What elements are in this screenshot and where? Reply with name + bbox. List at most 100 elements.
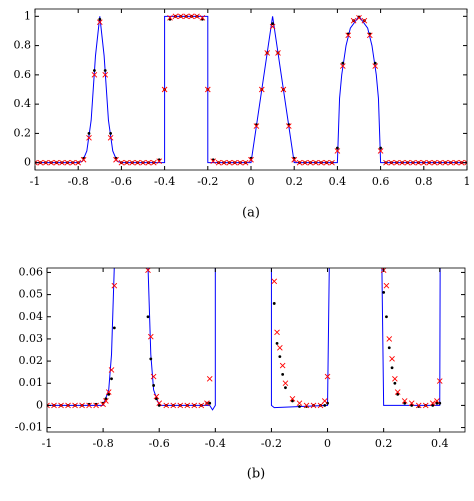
dot-marker [291, 399, 294, 403]
cross-marker [312, 159, 319, 166]
cross-marker [289, 395, 296, 402]
cross-marker [264, 50, 271, 56]
cross-marker [215, 159, 222, 166]
cross-marker [447, 159, 454, 166]
cross-marker [86, 134, 92, 141]
y-tick-label: 0.6 [14, 68, 32, 81]
cross-marker [383, 282, 390, 289]
cross-marker [345, 32, 352, 39]
dot-marker [93, 69, 96, 72]
x-tick-label: 0 [248, 175, 255, 188]
cross-marker [65, 402, 71, 409]
cross-marker [161, 86, 168, 93]
cross-marker [111, 282, 118, 289]
cross-marker [277, 344, 283, 351]
cross-marker [426, 159, 433, 166]
y-tick-label: 0.04 [19, 310, 44, 323]
dot-marker [157, 404, 161, 407]
dot-marker [382, 290, 386, 294]
dot-marker [357, 15, 361, 19]
cross-marker [401, 398, 408, 404]
cross-marker [48, 159, 55, 166]
cross-marker [420, 159, 427, 166]
cross-marker [108, 367, 115, 373]
cross-marker [102, 72, 109, 78]
cross-marker [113, 156, 119, 163]
y-tick-label: 0.02 [19, 354, 44, 367]
cross-marker [377, 148, 384, 154]
cross-marker [279, 362, 286, 369]
cross-marker [194, 13, 200, 20]
dot-marker [323, 404, 327, 407]
cross-marker [64, 159, 71, 166]
cross-marker [258, 86, 265, 93]
cross-marker [274, 329, 280, 336]
cross-marker [429, 400, 436, 407]
dot-marker [271, 22, 274, 26]
cross-marker [177, 402, 184, 409]
cross-marker [296, 159, 303, 166]
cross-marker [153, 393, 160, 400]
y-tick-label: 0.05 [19, 288, 44, 301]
dot-marker [385, 315, 388, 319]
cross-marker [285, 123, 292, 129]
dot-marker [103, 69, 107, 72]
cross-marker [282, 380, 289, 387]
cross-marker [103, 398, 109, 404]
cross-marker [280, 86, 287, 93]
cross-marker [431, 159, 438, 166]
cross-marker [399, 159, 406, 166]
cross-marker [372, 63, 379, 69]
cross-marker [72, 402, 78, 409]
dot-marker [435, 401, 439, 405]
cross-marker [458, 159, 465, 166]
caption: (b) [247, 467, 265, 482]
cross-marker [199, 14, 206, 21]
cross-marker [393, 159, 400, 166]
cross-marker [191, 402, 198, 409]
cross-marker [334, 148, 341, 154]
caption: (a) [242, 206, 260, 221]
x-tick-label: 0.2 [285, 175, 303, 188]
cross-marker [140, 159, 146, 166]
dot-marker [104, 397, 108, 401]
dot-marker [431, 404, 435, 407]
cross-marker [134, 159, 141, 166]
cross-marker [329, 159, 335, 166]
dot-marker [152, 384, 156, 387]
plot-area [35, 13, 467, 166]
cross-marker [253, 123, 260, 129]
cross-marker [356, 14, 362, 21]
cross-marker [242, 159, 249, 166]
cross-marker [361, 17, 368, 24]
cross-marker [206, 375, 213, 382]
cross-marker [91, 72, 98, 78]
dot-marker [110, 377, 113, 381]
cross-marker [145, 268, 151, 274]
cross-marker [172, 13, 179, 20]
x-tick-label: -0.8 [68, 175, 89, 188]
cross-marker [183, 13, 190, 20]
cross-marker [389, 356, 395, 362]
cross-marker [59, 159, 65, 166]
dot-marker [298, 405, 301, 408]
cross-marker [310, 402, 317, 409]
cross-marker [204, 86, 211, 93]
cross-marker [436, 378, 443, 384]
dot-marker [278, 355, 282, 359]
cross-marker [386, 336, 393, 342]
cross-marker [394, 389, 401, 395]
cross-marker [453, 159, 460, 166]
cross-marker [350, 17, 357, 24]
dot-marker [390, 366, 394, 370]
cross-marker [302, 159, 308, 166]
cross-marker [248, 156, 254, 163]
cross-marker [79, 402, 85, 409]
cross-marker [35, 159, 38, 166]
x-tick-label: 1 [464, 175, 471, 188]
x-tick-label: -0.2 [197, 175, 218, 188]
dot-marker [373, 61, 377, 65]
cross-marker [123, 159, 130, 166]
cross-marker [177, 13, 184, 20]
